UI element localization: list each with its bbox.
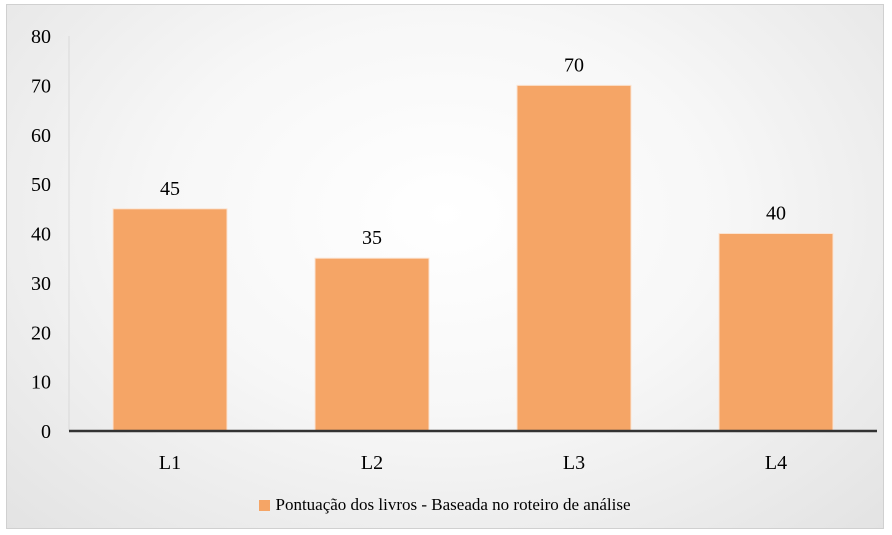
y-tick-label: 50 [31,174,51,196]
bar [516,84,632,432]
y-tick-label: 20 [31,322,51,344]
y-tick-label: 30 [31,273,51,295]
data-label: 70 [564,54,584,76]
x-tick-label: L4 [765,452,787,474]
legend: Pontuação dos livros - Baseada no roteir… [7,495,883,515]
y-tick-label: 0 [41,421,51,443]
data-label: 45 [160,178,180,200]
x-tick-label: L2 [361,452,383,474]
data-label: 35 [362,227,382,249]
bar [718,233,834,432]
legend-swatch [259,499,271,511]
chart-frame: 0 10 20 30 40 50 60 70 80 45 L1 35 L2 70 L3 40 L4 Pontua… [6,4,884,529]
y-tick-label: 10 [31,372,51,394]
y-tick-label: 80 [31,26,51,48]
y-tick-label: 60 [31,125,51,147]
bar-chart: 0 10 20 30 40 50 60 70 80 45 L1 35 L2 70 L3 40 L4 [31,26,877,474]
y-tick-label: 70 [31,75,51,97]
y-tick-label: 40 [31,224,51,246]
bar [314,257,430,432]
x-tick-label: L3 [563,452,585,474]
x-tick-label: L1 [159,452,181,474]
bar [112,208,228,432]
legend-label: Pontuação dos livros - Baseada no roteir… [275,495,631,514]
data-label: 40 [766,203,786,225]
